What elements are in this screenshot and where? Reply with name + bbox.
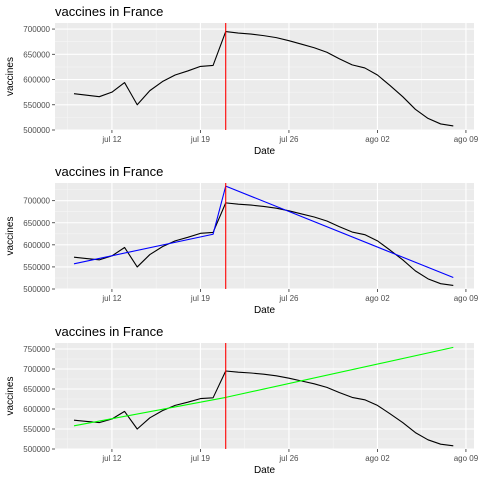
x-tick-label: jul 12 xyxy=(101,454,122,463)
x-tick-label: ago 09 xyxy=(454,294,479,303)
y-tick-label: 550000 xyxy=(23,263,50,272)
y-tick-label: 700000 xyxy=(23,197,50,206)
chart-panel-1: 500000 550000 600000 650000 700000 jul 12 jul … xyxy=(5,4,479,157)
y-axis-label: vaccines xyxy=(5,217,16,256)
y-axis-label: vaccines xyxy=(5,57,16,96)
panel-background xyxy=(55,183,474,289)
chart-title: vaccines in France xyxy=(55,4,163,19)
y-tick-label: 550000 xyxy=(23,425,50,434)
y-tick-label: 600000 xyxy=(23,241,50,250)
y-axis-label: vaccines xyxy=(5,377,16,416)
x-tick-label: jul 19 xyxy=(190,294,211,303)
chart-panel-2: 500000 550000 600000 650000 700000 jul 12 jul … xyxy=(5,164,479,316)
y-tick-label: 500000 xyxy=(23,126,50,135)
y-tick-label: 700000 xyxy=(23,365,50,374)
x-axis-label: Date xyxy=(254,465,276,476)
y-tick-label: 650000 xyxy=(23,219,50,228)
x-axis-label: Date xyxy=(254,146,276,157)
x-tick-label: ago 02 xyxy=(365,294,390,303)
x-tick-label: jul 12 xyxy=(101,294,122,303)
x-tick-label: ago 09 xyxy=(454,454,479,463)
x-tick-label: jul 19 xyxy=(190,135,211,144)
x-tick-label: jul 19 xyxy=(190,454,211,463)
y-tick-label: 550000 xyxy=(23,101,50,110)
y-tick-label: 650000 xyxy=(23,385,50,394)
x-axis-label: Date xyxy=(254,305,276,316)
panel-background xyxy=(55,23,474,130)
y-tick-label: 600000 xyxy=(23,76,50,85)
x-tick-label: jul 12 xyxy=(101,135,122,144)
y-tick-label: 750000 xyxy=(23,345,50,354)
y-tick-label: 700000 xyxy=(23,25,50,34)
chart-panel-3: 500000 550000 600000 650000 700000 750000 jul … xyxy=(5,324,479,476)
y-tick-label: 500000 xyxy=(23,285,50,294)
x-tick-label: jul 26 xyxy=(278,135,299,144)
x-tick-label: ago 09 xyxy=(454,135,479,144)
x-tick-label: jul 26 xyxy=(278,294,299,303)
x-tick-label: jul 26 xyxy=(278,454,299,463)
x-tick-label: ago 02 xyxy=(365,454,390,463)
y-tick-label: 600000 xyxy=(23,405,50,414)
x-tick-label: ago 02 xyxy=(365,135,390,144)
chart-title: vaccines in France xyxy=(55,324,163,339)
chart-title: vaccines in France xyxy=(55,164,163,179)
y-tick-label: 650000 xyxy=(23,50,50,59)
y-tick-label: 500000 xyxy=(23,445,50,454)
